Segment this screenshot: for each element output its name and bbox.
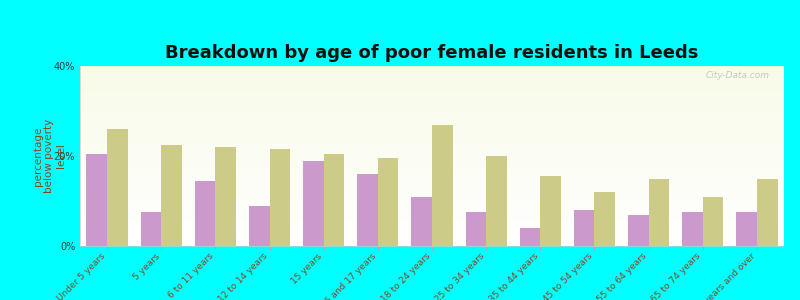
Bar <box>432 124 453 246</box>
Bar <box>736 212 757 246</box>
Y-axis label: percentage
below poverty
level: percentage below poverty level <box>33 119 66 193</box>
Bar <box>594 192 615 246</box>
Bar <box>540 176 561 246</box>
Bar <box>303 160 324 246</box>
Bar <box>628 214 649 246</box>
Bar <box>702 196 723 246</box>
Bar <box>86 154 107 246</box>
Bar <box>249 206 270 246</box>
Bar <box>215 147 236 246</box>
Bar <box>574 210 594 246</box>
Bar <box>466 212 486 246</box>
Bar <box>682 212 702 246</box>
Bar <box>649 178 669 246</box>
Bar <box>107 129 128 246</box>
Bar <box>486 156 506 246</box>
Bar <box>324 154 344 246</box>
Bar <box>378 158 398 246</box>
Text: City-Data.com: City-Data.com <box>706 71 770 80</box>
Bar <box>162 145 182 246</box>
Bar <box>358 174 378 246</box>
Title: Breakdown by age of poor female residents in Leeds: Breakdown by age of poor female resident… <box>166 44 698 62</box>
Bar <box>757 178 778 246</box>
Bar <box>411 196 432 246</box>
Bar <box>195 181 215 246</box>
Bar <box>520 228 540 246</box>
Bar <box>270 149 290 246</box>
Bar <box>141 212 162 246</box>
